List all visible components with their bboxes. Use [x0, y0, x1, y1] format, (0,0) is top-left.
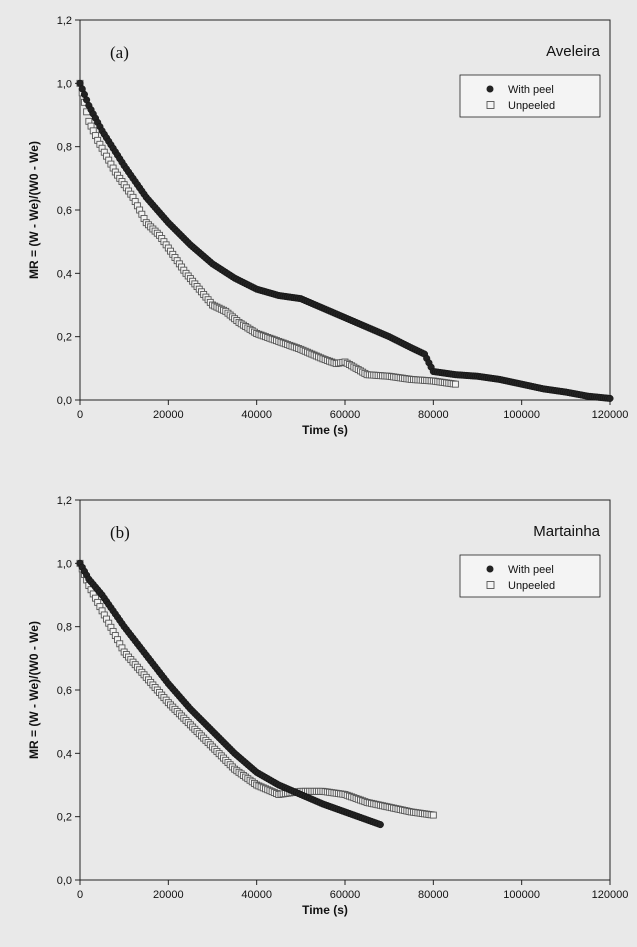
legend: With peel Unpeeled — [459, 554, 601, 598]
data-point — [606, 394, 614, 402]
panel-label: (b) — [110, 523, 130, 542]
legend-box — [459, 554, 601, 598]
series-unpeeled — [76, 79, 459, 388]
legend-marker — [486, 565, 494, 573]
x-tick-label: 120000 — [592, 409, 629, 421]
y-tick-label: 0,8 — [57, 622, 72, 634]
x-tick-label: 0 — [77, 409, 83, 421]
legend-marker — [486, 581, 495, 589]
x-tick-label: 100000 — [503, 409, 540, 421]
chart-panel-1: 0 20000 40000 60000 80000 100000 120000 0,0 0,2 0… — [27, 15, 628, 437]
x-tick-label: 60000 — [330, 409, 361, 421]
y-tick-label: 0,0 — [57, 395, 72, 407]
x-tick-label: 100000 — [503, 889, 540, 901]
x-tick-label: 60000 — [330, 889, 361, 901]
legend-marker — [486, 85, 494, 93]
cultivar-name: Aveleira — [546, 43, 601, 60]
data-point — [429, 811, 437, 819]
x-tick-label: 120000 — [592, 889, 629, 901]
y-tick-label: 0,8 — [57, 142, 72, 154]
panel-label: (a) — [110, 43, 129, 62]
legend: With peel Unpeeled — [459, 74, 601, 118]
y-tick-label: 1,0 — [57, 78, 72, 90]
y-tick-label: 1,0 — [57, 558, 72, 570]
y-axis-title: MR = (W - We)/(W0 - We) — [27, 141, 41, 279]
x-tick-label: 40000 — [241, 889, 272, 901]
legend-entry: With peel — [508, 84, 554, 96]
y-tick-label: 0,2 — [57, 332, 72, 344]
y-tick-label: 1,2 — [57, 495, 72, 507]
y-tick-label: 0,6 — [57, 685, 72, 697]
x-tick-label: 40000 — [241, 409, 272, 421]
legend-entry: Unpeeled — [508, 100, 555, 112]
y-tick-label: 0,2 — [57, 812, 72, 824]
series-with-peel — [76, 79, 614, 402]
x-axis-title: Time (s) — [302, 423, 348, 437]
cultivar-name: Martainha — [533, 523, 600, 540]
y-tick-label: 0,0 — [57, 875, 72, 887]
x-tick-label: 80000 — [418, 889, 449, 901]
legend-entry: Unpeeled — [508, 580, 555, 592]
y-tick-label: 1,2 — [57, 15, 72, 27]
data-point — [376, 821, 384, 829]
x-axis-title: Time (s) — [302, 903, 348, 917]
x-tick-label: 0 — [77, 889, 83, 901]
y-tick-label: 0,6 — [57, 205, 72, 217]
series-with-peel — [76, 559, 384, 829]
data-point — [451, 380, 459, 388]
x-tick-label: 80000 — [418, 409, 449, 421]
legend-box — [459, 74, 601, 118]
legend-marker — [486, 101, 495, 109]
x-tick-label: 20000 — [153, 889, 184, 901]
x-tick-label: 20000 — [153, 409, 184, 421]
legend-entry: With peel — [508, 564, 554, 576]
chart-panel-2: 0 20000 40000 60000 80000 100000 120000 0,0 0,2 0… — [27, 495, 628, 917]
y-axis-title: MR = (W - We)/(W0 - We) — [27, 621, 41, 759]
y-tick-label: 0,4 — [57, 748, 72, 760]
series-unpeeled — [76, 559, 437, 819]
y-tick-label: 0,4 — [57, 268, 72, 280]
